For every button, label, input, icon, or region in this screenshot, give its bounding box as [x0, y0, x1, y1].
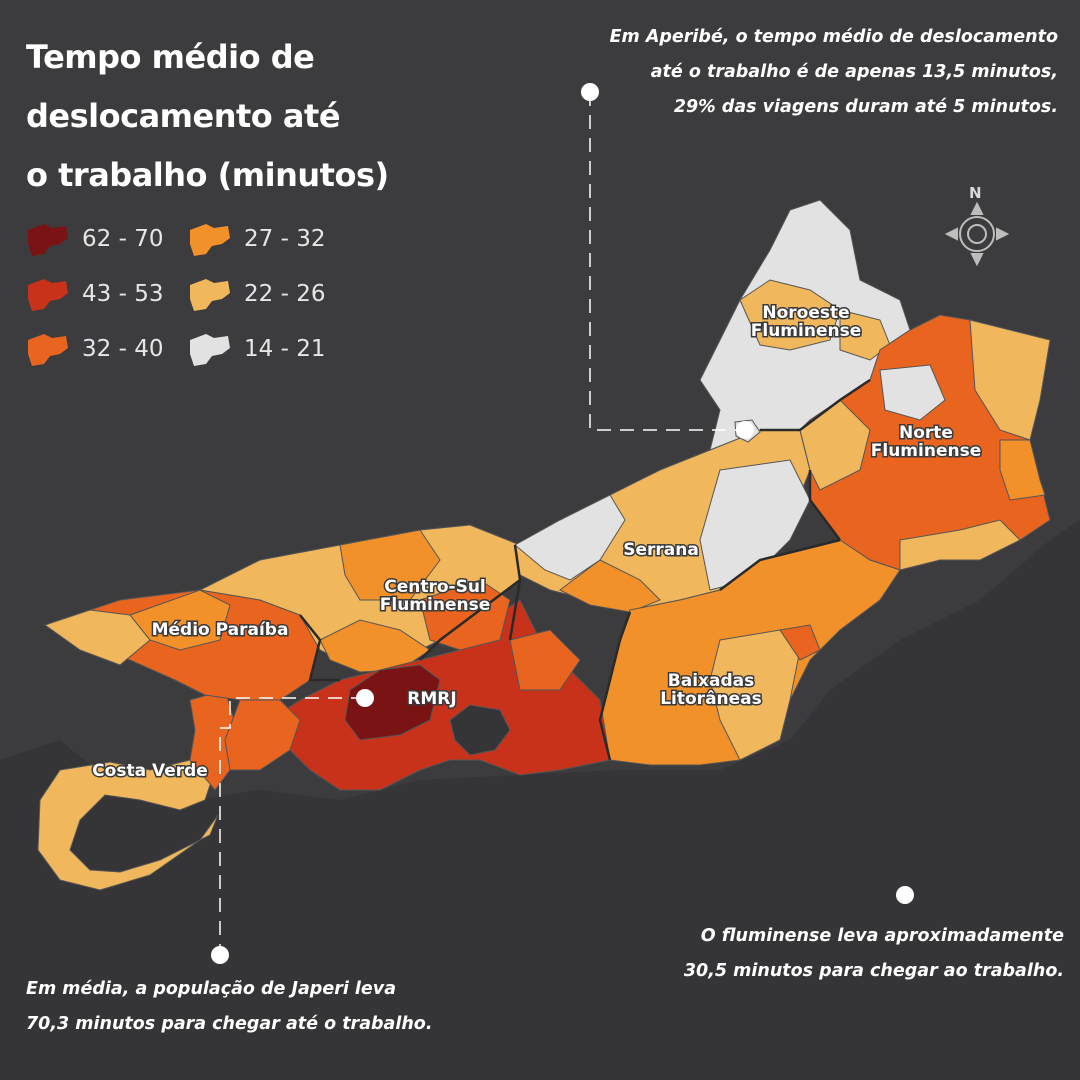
title-line-3: o trabalho (minutos)	[26, 156, 389, 194]
municipality-serrana-gray-1	[514, 494, 626, 581]
legend-swatch-icon	[190, 334, 230, 366]
label-baixadas-2: Litorâneas	[660, 689, 762, 709]
legend-label: 43 - 53	[82, 281, 164, 307]
legend-swatch-icon	[190, 224, 230, 256]
map-title: Tempo médio de deslocamento até o trabal…	[26, 28, 426, 205]
compass-rose-icon	[944, 201, 1010, 267]
annotation-state-line-2: 30,5 minutos para chegar ao trabalho.	[683, 961, 1064, 981]
annotation-aperibe-line-2: até o trabalho é de apenas 13,5 minutos,	[650, 62, 1058, 82]
title-line-1: Tempo médio de	[26, 38, 315, 76]
annotation-aperibe-line-1: Em Aperibé, o tempo médio de deslocament…	[609, 27, 1058, 47]
annotation-japeri-line-2: 70,3 minutos para chegar até o trabalho.	[26, 1014, 433, 1034]
municipality-baixadas-b	[779, 624, 821, 661]
label-costa-verde: Costa Verde	[92, 761, 208, 781]
annotation-japeri: Em média, a população de Japeri leva 70,…	[26, 972, 432, 1042]
legend-label: 14 - 21	[244, 336, 326, 362]
label-medio-paraiba: Médio Paraíba	[152, 620, 289, 640]
label-centro-sul-2: Fluminense	[380, 595, 490, 615]
legend-swatch-icon	[28, 334, 68, 366]
label-centro-sul: Centro-Sul	[384, 577, 486, 597]
regional-boundaries	[299, 378, 871, 761]
legend-item-27-32: 27 - 32	[188, 222, 325, 256]
legend-item-32-40: 32 - 40	[26, 332, 163, 366]
legend-label: 27 - 32	[244, 226, 326, 252]
sea-area	[0, 520, 1080, 1080]
legend-swatch-icon	[190, 279, 230, 311]
municipality-norte-e	[899, 519, 1021, 571]
municipality-norte-b	[999, 439, 1046, 501]
label-noroeste-2: Fluminense	[751, 321, 861, 341]
leader-lines	[219, 92, 745, 955]
annotation-state-line-1: O fluminense leva aproximadamente	[700, 926, 1064, 946]
annotation-state-average: O fluminense leva aproximadamente 30,5 m…	[684, 919, 1064, 989]
label-rmrj: RMRJ	[407, 689, 456, 709]
legend-swatch-icon	[28, 224, 68, 256]
annotation-aperibe: Em Aperibé, o tempo médio de deslocament…	[610, 20, 1058, 125]
label-norte: Norte	[899, 423, 953, 443]
legend-item-22-26: 22 - 26	[188, 277, 325, 311]
label-baixadas: Baixadas	[668, 671, 754, 691]
municipality-noroeste-a	[739, 279, 841, 351]
municipality-rmrj-orange-2	[419, 579, 511, 651]
municipality-centro-sul-a	[339, 529, 441, 601]
legend-item-62-70: 62 - 70	[26, 222, 163, 256]
legend-item-14-21: 14 - 21	[188, 332, 325, 366]
legend-item-43-53: 43 - 53	[26, 277, 163, 311]
municipality-norte-c	[879, 364, 946, 421]
annotation-japeri-line-1: Em média, a população de Japeri leva	[26, 979, 397, 999]
legend-label: 22 - 26	[244, 281, 326, 307]
title-line-2: deslocamento até	[26, 97, 341, 135]
label-norte-2: Fluminense	[871, 441, 981, 461]
municipality-centro-sul-b	[319, 619, 431, 673]
legend-label: 32 - 40	[82, 336, 164, 362]
municipality-rmrj-orange-1	[224, 699, 301, 771]
legend-label: 62 - 70	[82, 226, 164, 252]
leader-dots	[211, 83, 914, 964]
municipality-serrana-orange	[559, 559, 661, 613]
label-noroeste: Noroeste	[762, 303, 849, 323]
municipality-rmrj-orange-3	[509, 629, 581, 691]
legend-swatch-icon	[28, 279, 68, 311]
guanabara-bay	[449, 704, 511, 756]
label-serrana: Serrana	[623, 540, 699, 560]
compass-north-label: N	[969, 184, 982, 202]
annotation-aperibe-line-3: 29% das viagens duram até 5 minutos.	[673, 97, 1058, 117]
municipality-japeri	[344, 664, 441, 741]
